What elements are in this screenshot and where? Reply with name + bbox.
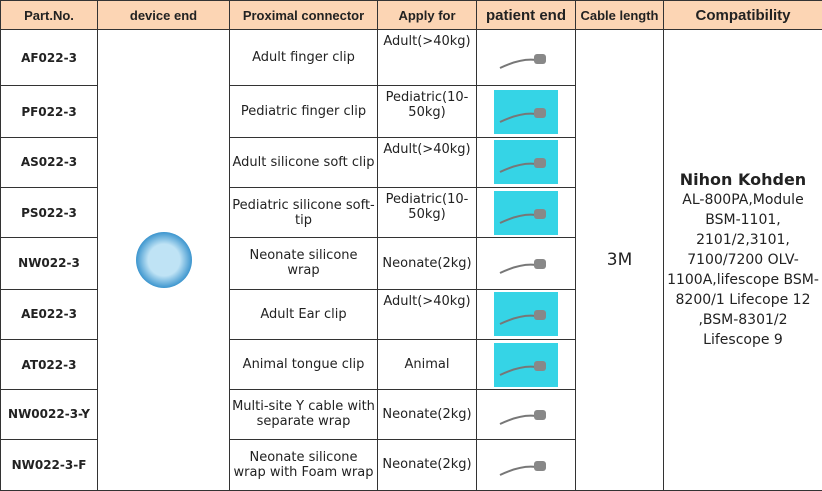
table-row: PF022-3 Pediatric finger clip Pediatric(10… <box>0 85 822 138</box>
sensor-image <box>494 392 558 437</box>
sensor-image <box>494 89 558 134</box>
sensor-image <box>494 442 558 487</box>
table-row: NW022-3 Neonate silicone wrap Neonate(2kg) <box>0 237 822 290</box>
apply-for: Neonate(2kg) <box>377 389 477 440</box>
table-row: AF022-3 Adult finger clip Adult(>40kg) 3M Ni… <box>0 28 822 491</box>
header-patient-end: patient end <box>476 0 576 30</box>
table-row: NW0022-3-Y Multi-site Y cable with separa… <box>0 389 822 440</box>
part-number: PF022-3 <box>0 85 98 138</box>
table-row: AS022-3 Adult silicone soft clip Adult(>40… <box>0 136 822 189</box>
proximal-connector: Pediatric silicone soft-tip <box>229 186 378 239</box>
sensor-image <box>494 140 558 185</box>
sensor-image <box>494 241 558 286</box>
proximal-connector: Animal tongue clip <box>229 338 378 391</box>
proximal-connector: Multi-site Y cable with separate wrap <box>229 389 378 440</box>
apply-for: Neonate(2kg) <box>377 237 477 290</box>
part-number: AF022-3 <box>0 28 98 87</box>
device-end-cell <box>97 29 230 491</box>
proximal-connector: Pediatric finger clip <box>229 85 378 138</box>
header-cable-length: Cable length <box>575 0 664 30</box>
header-proximal-connector: Proximal connector <box>229 0 378 30</box>
proximal-connector: Adult silicone soft clip <box>229 136 378 189</box>
table-row: NW022-3-F Neonate silicone wrap with Foam… <box>0 438 822 491</box>
patient-end-cell <box>476 136 576 189</box>
compatibility-models: AL-800PA,Module BSM-1101, 2101/2,3101, 7… <box>667 192 819 348</box>
proximal-connector: Adult Ear clip <box>229 288 378 340</box>
header-compatibility: Compatibility <box>663 0 822 30</box>
table-row: AT022-3 Animal tongue clip Animal <box>0 338 822 391</box>
part-number: AE022-3 <box>0 288 98 340</box>
apply-for: Adult(>40kg) <box>377 136 477 189</box>
header-apply-for: Apply for <box>377 0 477 30</box>
proximal-connector: Neonate silicone wrap with Foam wrap <box>229 438 378 491</box>
connector-image <box>135 232 192 288</box>
sensor-image <box>494 35 558 80</box>
compatibility-cell: Nihon Kohden AL-800PA,Module BSM-1101, 21… <box>663 29 822 491</box>
patient-end-cell <box>476 389 576 440</box>
proximal-connector: Neonate silicone wrap <box>229 237 378 290</box>
apply-for: Adult(>40kg) <box>377 288 477 340</box>
patient-end-cell <box>476 186 576 239</box>
patient-end-cell <box>476 237 576 290</box>
sensor-image <box>494 342 558 387</box>
apply-for: Pediatric(10-50kg) <box>377 186 477 239</box>
part-number: NW022-3-F <box>0 438 98 491</box>
apply-for: Adult(>40kg) <box>377 28 477 87</box>
header-device-end: device end <box>97 0 230 30</box>
header-part-no: Part.No. <box>0 0 98 30</box>
part-number: PS022-3 <box>0 186 98 239</box>
sensor-image <box>494 190 558 235</box>
apply-for: Animal <box>377 338 477 391</box>
header-row: Part.No. device end Proximal connector A… <box>0 0 822 30</box>
proximal-connector: Adult finger clip <box>229 28 378 87</box>
patient-end-cell <box>476 28 576 87</box>
apply-for: Pediatric(10-50kg) <box>377 85 477 138</box>
cable-length: 3M <box>575 29 664 491</box>
apply-for: Neonate(2kg) <box>377 438 477 491</box>
part-number: AS022-3 <box>0 136 98 189</box>
patient-end-cell <box>476 288 576 340</box>
patient-end-cell <box>476 85 576 138</box>
part-number: NW022-3 <box>0 237 98 290</box>
table-row: PS022-3 Pediatric silicone soft-tip Pediat… <box>0 186 822 239</box>
sensor-image <box>494 292 558 337</box>
part-number: AT022-3 <box>0 338 98 391</box>
part-number: NW0022-3-Y <box>0 389 98 440</box>
patient-end-cell <box>476 438 576 491</box>
compatibility-brand: Nihon Kohden <box>679 170 807 189</box>
patient-end-cell <box>476 338 576 391</box>
